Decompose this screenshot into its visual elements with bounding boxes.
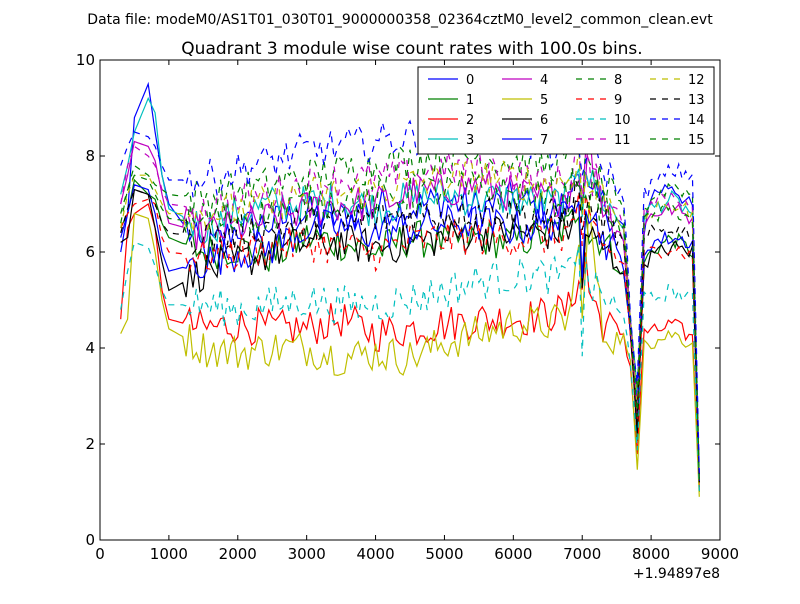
legend-label-8: 8: [614, 73, 622, 88]
x-tick-label: 9000: [701, 545, 739, 563]
legend-label-5: 5: [540, 93, 548, 108]
legend-label-7: 7: [540, 133, 548, 148]
series-line-13: [120, 178, 700, 483]
y-tick-label: 6: [85, 243, 95, 261]
series-line-6: [120, 188, 700, 483]
legend-label-6: 6: [540, 113, 548, 128]
series-line-12: [120, 146, 700, 483]
legend-label-13: 13: [688, 93, 705, 108]
y-tick-label: 2: [85, 435, 95, 453]
legend-label-12: 12: [688, 73, 705, 88]
series-line-9: [120, 191, 700, 488]
x-axis-offset-label: +1.94897e8: [633, 566, 720, 582]
series-line-8: [120, 138, 700, 478]
legend-label-0: 0: [466, 73, 474, 88]
series-line-14: [120, 109, 700, 473]
x-tick-label: 0: [95, 545, 105, 563]
x-tick-label: 4000: [356, 545, 394, 563]
figure-suptitle: Data file: modeM0/AS1T01_030T01_90000003…: [87, 12, 713, 28]
y-tick-label: 4: [85, 339, 95, 357]
y-tick-label: 8: [85, 147, 95, 165]
legend-label-9: 9: [614, 93, 622, 108]
legend-label-10: 10: [614, 113, 631, 128]
x-tick-label: 8000: [632, 545, 670, 563]
legend-label-15: 15: [688, 133, 705, 148]
x-tick-label: 2000: [219, 545, 257, 563]
x-tick-label: 3000: [288, 545, 326, 563]
legend-label-3: 3: [466, 133, 474, 148]
series-line-5: [120, 201, 700, 497]
x-tick-label: 7000: [563, 545, 601, 563]
x-tick-label: 5000: [425, 545, 463, 563]
legend-label-4: 4: [540, 73, 548, 88]
series-line-10: [120, 241, 700, 493]
series-line-7: [120, 184, 700, 483]
x-tick-label: 6000: [494, 545, 532, 563]
legend-label-14: 14: [688, 113, 705, 128]
plot-area: 0 1000 2000 3000 4000 5000 6000 7000 8000 9000 0 2 4…: [76, 51, 739, 563]
legend-label-1: 1: [466, 93, 474, 108]
legend-label-11: 11: [614, 133, 631, 148]
legend-box: [417, 66, 715, 155]
series-line-3: [120, 96, 700, 483]
x-tick-label: 1000: [150, 545, 188, 563]
chart-title: Quadrant 3 module wise count rates with …: [181, 39, 642, 59]
series-line-4: [120, 123, 700, 483]
y-tick-label: 10: [76, 51, 95, 69]
plot-frame: [99, 59, 721, 541]
y-tick-label: 0: [85, 531, 95, 549]
legend-label-2: 2: [466, 113, 474, 128]
series-line-15: [120, 167, 700, 483]
